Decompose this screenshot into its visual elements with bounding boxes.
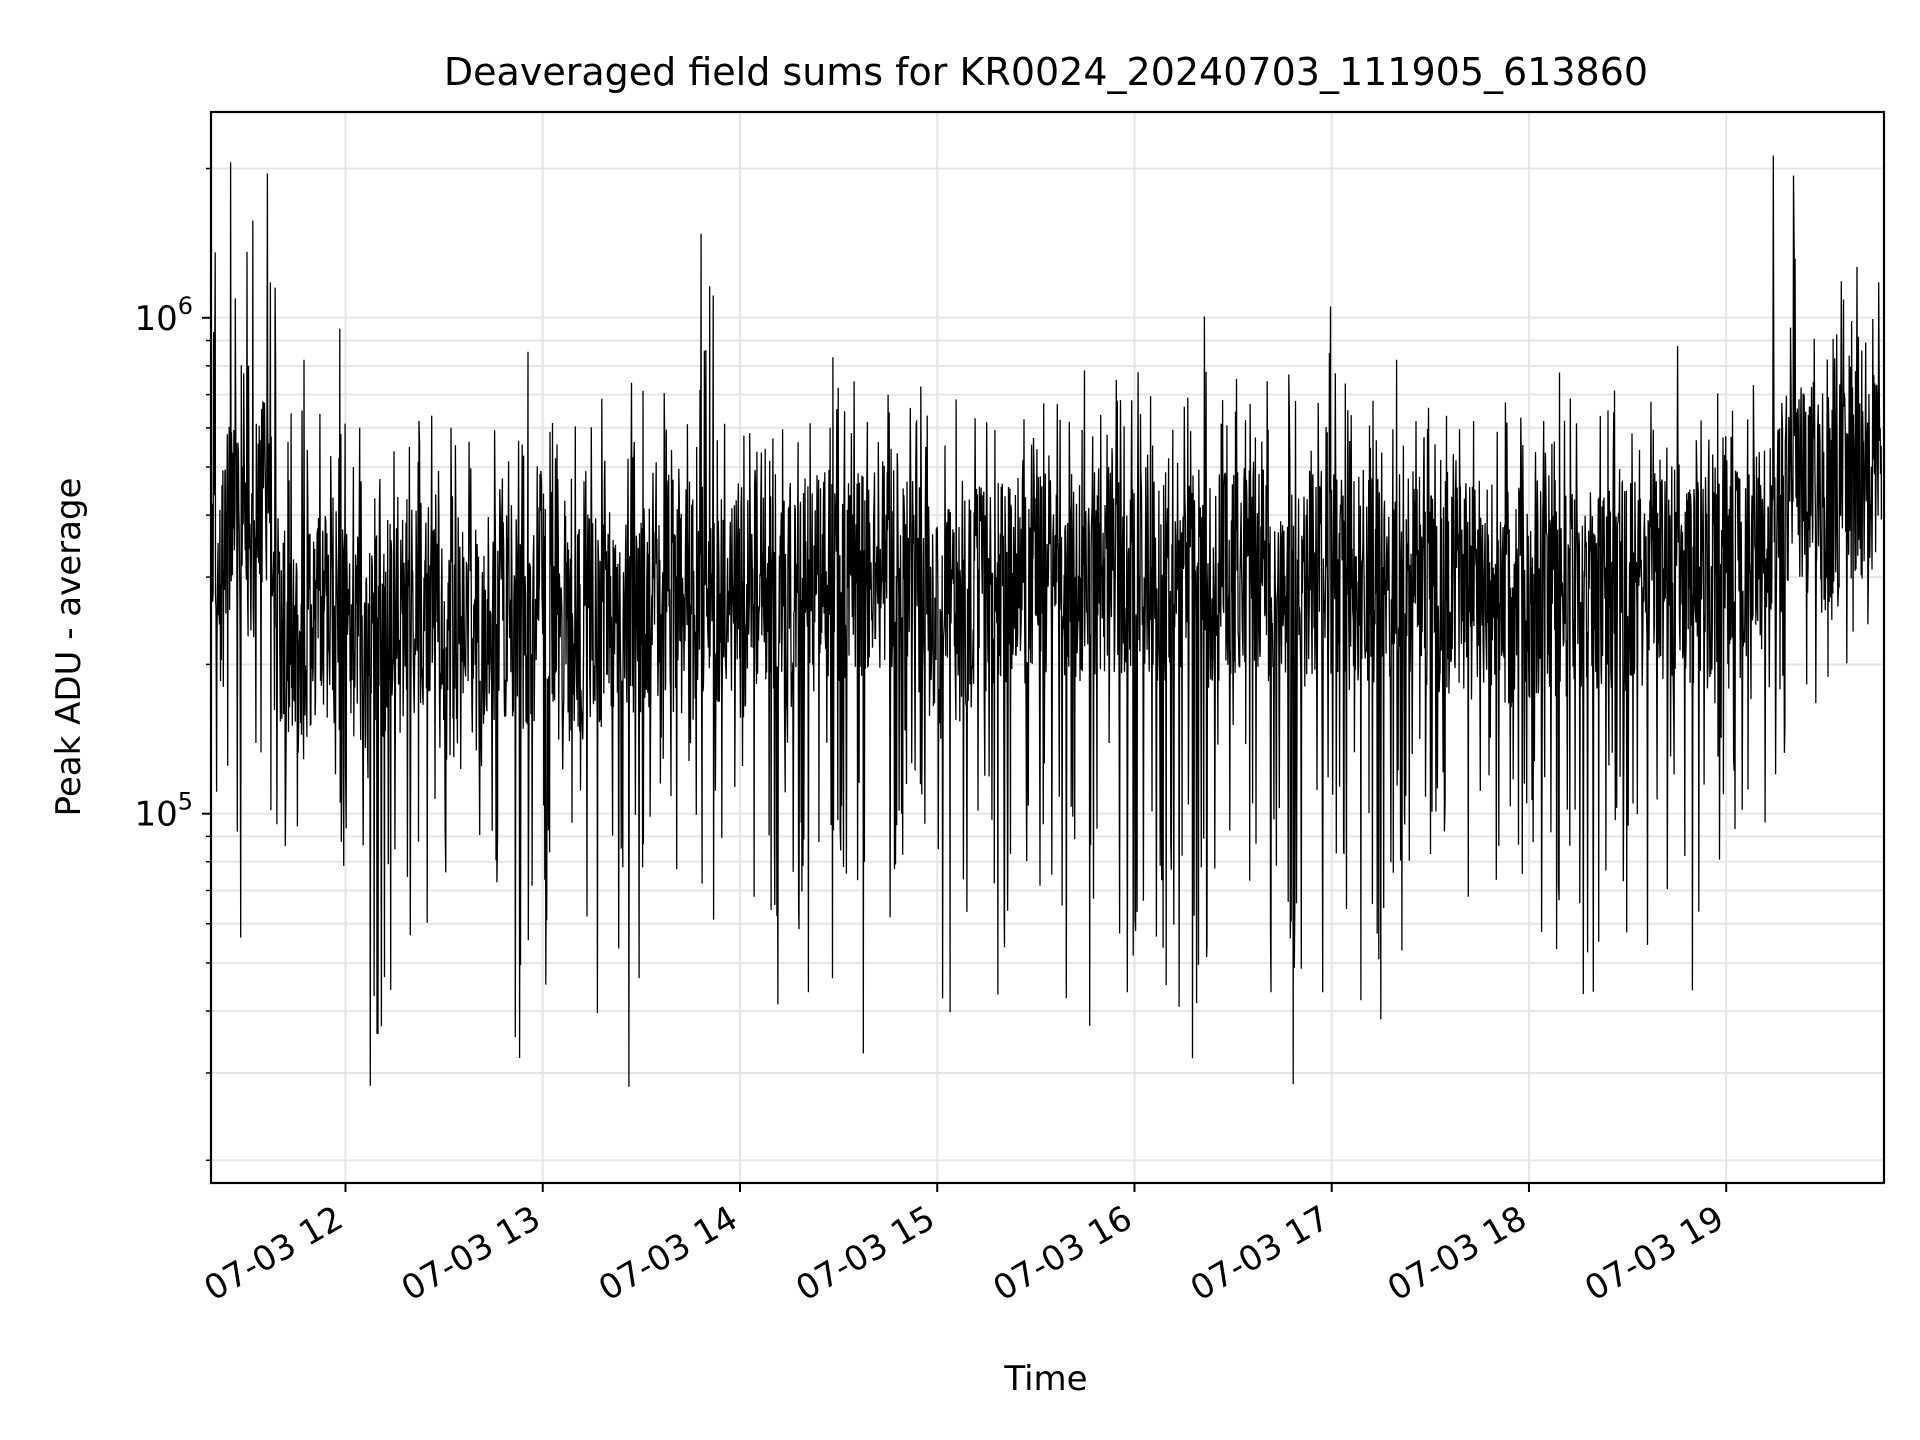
chart-title: Deaveraged field sums for KR0024_2024070…	[444, 50, 1648, 94]
plot-area	[211, 155, 1883, 1087]
data-line-series	[211, 155, 1883, 1087]
x-axis-label: Time	[1003, 1359, 1087, 1399]
plot-frame	[209, 110, 1886, 1185]
y-axis: 105 106	[134, 167, 211, 1162]
y-tick-label: 106	[134, 292, 193, 339]
y-tick-label: 105	[134, 788, 193, 835]
y-axis-label: Peak ADU - average	[49, 478, 89, 817]
